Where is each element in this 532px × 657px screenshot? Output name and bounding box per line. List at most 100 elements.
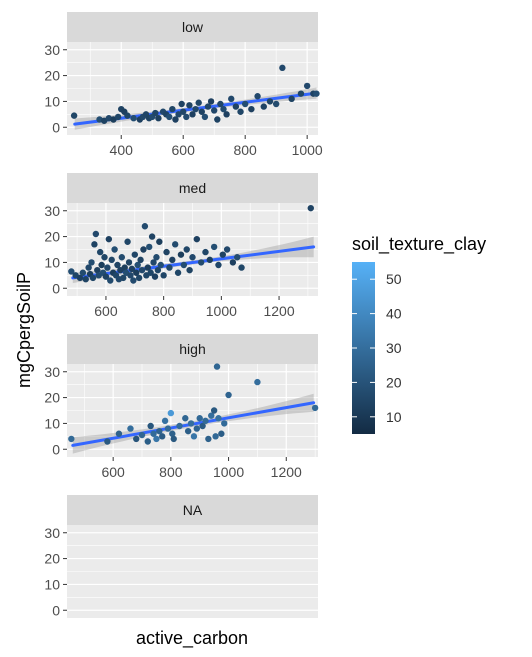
- data-point: [176, 422, 183, 430]
- data-point: [92, 230, 100, 238]
- data-point: [127, 425, 134, 432]
- data-point: [297, 90, 305, 97]
- data-point: [189, 254, 196, 261]
- data-point: [131, 251, 138, 258]
- y-tick-label: 30: [44, 525, 60, 541]
- data-point: [157, 261, 164, 269]
- data-point: [114, 113, 122, 121]
- data-point: [94, 266, 101, 274]
- data-point: [178, 100, 185, 108]
- x-tick-label: 1200: [271, 464, 302, 480]
- data-point: [311, 404, 319, 412]
- x-tick-label: 1000: [292, 142, 323, 158]
- data-point: [153, 254, 160, 261]
- facet-strip: [67, 495, 318, 525]
- data-point: [212, 433, 219, 440]
- data-point: [148, 233, 156, 240]
- y-tick-label: 20: [44, 390, 60, 406]
- data-point: [152, 109, 159, 117]
- data-point: [163, 248, 170, 256]
- legend-tick-label: 50: [386, 271, 402, 287]
- data-point: [146, 243, 153, 251]
- data-point: [88, 259, 95, 266]
- data-point: [147, 422, 154, 430]
- x-tick-label: 800: [152, 303, 176, 319]
- data-point: [202, 248, 209, 256]
- data-point: [190, 433, 198, 440]
- data-point: [199, 422, 206, 430]
- x-axis-title: active_carbon: [136, 628, 248, 649]
- data-point: [202, 417, 209, 425]
- data-point: [144, 438, 151, 445]
- y-tick-label: 0: [52, 119, 60, 135]
- facet-panel-0: low 0 10 20 30 400 600 800 1000: [44, 12, 323, 158]
- data-point: [210, 243, 218, 251]
- legend-title: soil_texture_clay: [352, 234, 486, 255]
- data-point: [85, 264, 92, 271]
- data-point: [237, 108, 244, 115]
- data-point: [221, 420, 228, 427]
- data-point: [105, 235, 113, 243]
- y-tick-label: 20: [44, 68, 60, 84]
- data-point: [82, 276, 89, 283]
- data-point: [186, 102, 193, 109]
- data-point: [121, 264, 128, 271]
- data-point: [201, 113, 209, 121]
- data-point: [104, 438, 111, 445]
- y-tick-label: 30: [44, 42, 60, 58]
- data-point: [171, 241, 179, 248]
- facet-strip: [67, 334, 318, 364]
- data-point: [215, 261, 222, 269]
- data-point: [272, 100, 280, 108]
- data-point: [68, 268, 75, 275]
- data-point: [303, 82, 311, 90]
- x-tick-label: 400: [110, 142, 134, 158]
- data-point: [172, 116, 179, 123]
- data-point: [166, 264, 173, 271]
- data-point: [192, 105, 199, 113]
- y-tick-label: 20: [44, 551, 60, 567]
- data-point: [150, 430, 157, 437]
- data-point: [228, 95, 235, 103]
- data-point: [150, 259, 157, 266]
- data-point: [156, 427, 163, 435]
- data-point: [114, 261, 121, 269]
- data-point: [120, 274, 127, 282]
- data-point: [223, 111, 230, 118]
- data-point: [108, 256, 115, 264]
- data-point: [175, 111, 182, 118]
- data-point: [196, 415, 203, 422]
- data-point: [107, 277, 114, 284]
- data-point: [232, 103, 240, 110]
- data-point: [127, 272, 134, 279]
- data-point: [187, 420, 195, 427]
- data-point: [193, 425, 201, 432]
- data-point: [111, 246, 118, 253]
- data-point: [206, 256, 214, 264]
- color-bar: [352, 262, 375, 434]
- data-point: [135, 274, 143, 282]
- data-point: [248, 105, 255, 113]
- facet-strip: [67, 173, 318, 203]
- data-point: [140, 246, 147, 253]
- data-point: [208, 412, 215, 419]
- data-point: [104, 264, 111, 271]
- data-point: [70, 112, 78, 119]
- data-point: [76, 274, 84, 282]
- y-tick-label: 0: [52, 602, 60, 618]
- data-point: [141, 223, 149, 230]
- data-point: [79, 269, 87, 276]
- data-point: [115, 430, 123, 437]
- data-point: [134, 261, 141, 269]
- data-point: [229, 259, 237, 266]
- data-point: [125, 259, 133, 266]
- data-point: [218, 430, 225, 437]
- data-point: [238, 264, 245, 271]
- facet-panel-3: NA 0 10 20 30: [44, 495, 318, 618]
- data-point: [161, 417, 169, 425]
- data-point: [234, 254, 241, 261]
- data-point: [151, 273, 159, 280]
- data-point: [204, 103, 212, 110]
- data-point: [219, 251, 226, 258]
- facet-strip-label: NA: [183, 502, 203, 518]
